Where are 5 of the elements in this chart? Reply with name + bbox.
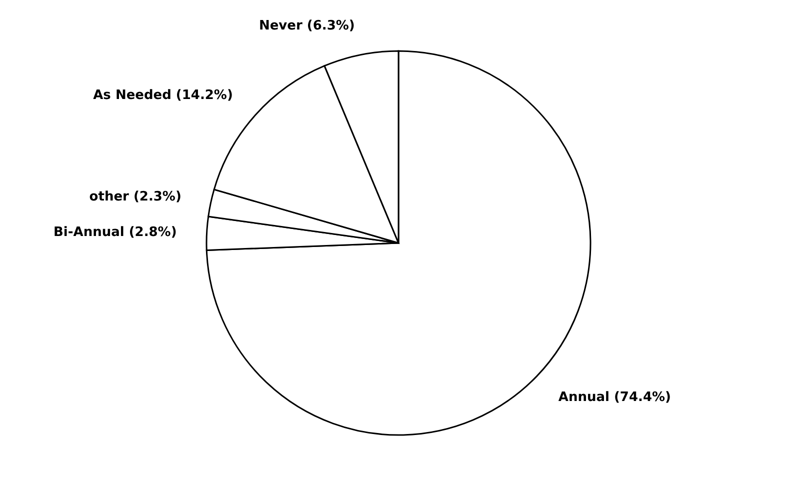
slice-label: Annual (74.4%) [558,390,671,405]
slice-label: Never (6.3%) [258,18,355,34]
slice-label: other (2.3%) [89,190,182,205]
slice-label: Bi-Annual (2.8%) [54,224,177,240]
slice-label: As Needed (14.2%) [93,88,233,104]
